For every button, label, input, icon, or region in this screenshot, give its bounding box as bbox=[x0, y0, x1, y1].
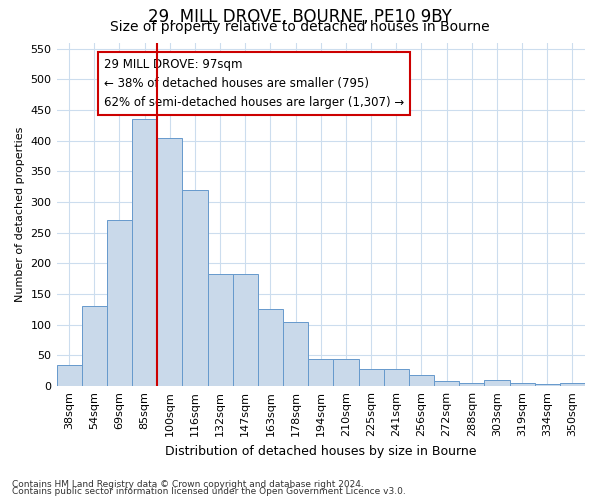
Bar bbox=[258, 310, 283, 386]
Bar bbox=[308, 358, 334, 386]
Bar bbox=[283, 322, 308, 386]
Bar bbox=[107, 220, 132, 386]
Bar bbox=[383, 369, 409, 386]
Bar bbox=[434, 382, 459, 386]
Bar bbox=[182, 190, 208, 386]
Text: 29 MILL DROVE: 97sqm
← 38% of detached houses are smaller (795)
62% of semi-deta: 29 MILL DROVE: 97sqm ← 38% of detached h… bbox=[104, 58, 404, 109]
Bar bbox=[359, 369, 383, 386]
Bar bbox=[409, 375, 434, 386]
Bar bbox=[459, 383, 484, 386]
Bar bbox=[560, 383, 585, 386]
Text: 29, MILL DROVE, BOURNE, PE10 9BY: 29, MILL DROVE, BOURNE, PE10 9BY bbox=[148, 8, 452, 26]
Bar bbox=[233, 274, 258, 386]
Bar bbox=[208, 274, 233, 386]
Bar bbox=[132, 119, 157, 386]
X-axis label: Distribution of detached houses by size in Bourne: Distribution of detached houses by size … bbox=[165, 444, 476, 458]
Bar bbox=[56, 364, 82, 386]
Y-axis label: Number of detached properties: Number of detached properties bbox=[15, 126, 25, 302]
Text: Size of property relative to detached houses in Bourne: Size of property relative to detached ho… bbox=[110, 20, 490, 34]
Text: Contains public sector information licensed under the Open Government Licence v3: Contains public sector information licen… bbox=[12, 487, 406, 496]
Bar bbox=[484, 380, 509, 386]
Bar bbox=[157, 138, 182, 386]
Bar bbox=[509, 383, 535, 386]
Bar bbox=[82, 306, 107, 386]
Bar bbox=[334, 358, 359, 386]
Bar bbox=[535, 384, 560, 386]
Text: Contains HM Land Registry data © Crown copyright and database right 2024.: Contains HM Land Registry data © Crown c… bbox=[12, 480, 364, 489]
